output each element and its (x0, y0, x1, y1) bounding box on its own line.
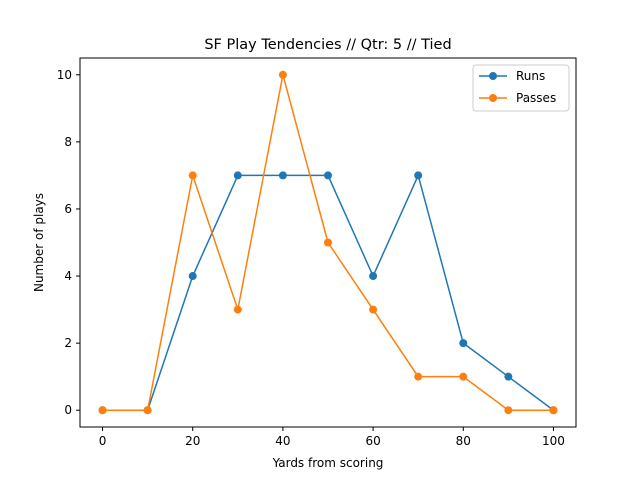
legend-swatch-marker-runs (489, 72, 497, 80)
data-point-passes (278, 70, 287, 79)
data-point-passes (549, 406, 558, 415)
data-point-passes (233, 305, 242, 314)
y-tick-label: 8 (64, 135, 72, 149)
y-axis-label: Number of plays (32, 193, 46, 292)
y-tick-label: 6 (64, 202, 72, 216)
data-point-runs (459, 339, 468, 348)
x-axis-label: Yards from scoring (272, 456, 384, 470)
data-point-passes (369, 305, 378, 314)
x-tick-label: 100 (542, 434, 565, 448)
x-axis: 0 20 40 60 80 100 (99, 427, 565, 448)
data-point-passes (324, 238, 332, 247)
plot-series (98, 70, 558, 415)
data-point-passes (188, 171, 197, 180)
x-tick-label: 80 (456, 434, 471, 448)
y-tick-label: 2 (64, 336, 72, 350)
data-point-runs (414, 171, 423, 180)
legend-swatch-marker-passes (489, 94, 497, 102)
legend-label-runs: Runs (516, 69, 545, 83)
data-point-runs (324, 171, 332, 180)
data-point-passes (414, 372, 423, 381)
data-point-passes (143, 406, 152, 415)
x-tick-label: 60 (365, 434, 380, 448)
y-tick-label: 10 (57, 68, 72, 82)
data-point-runs (233, 171, 242, 180)
data-point-runs (369, 272, 378, 281)
x-tick-label: 20 (185, 434, 200, 448)
data-point-runs (504, 372, 513, 381)
chart-title: SF Play Tendencies // Qtr: 5 // Tied (204, 37, 451, 53)
y-tick-label: 4 (64, 269, 72, 283)
x-tick-label: 0 (99, 434, 107, 448)
data-point-passes (98, 406, 107, 415)
y-tick-label: 0 (64, 403, 72, 417)
legend: Runs Passes (472, 64, 570, 112)
data-point-runs (188, 272, 197, 281)
legend-label-passes: Passes (516, 91, 556, 105)
data-point-passes (459, 372, 468, 381)
plot-area-frame (79, 57, 577, 428)
data-point-passes (504, 406, 513, 415)
data-point-runs (278, 171, 287, 180)
y-axis: 0 2 4 6 8 10 (57, 68, 80, 417)
x-tick-label: 40 (275, 434, 290, 448)
